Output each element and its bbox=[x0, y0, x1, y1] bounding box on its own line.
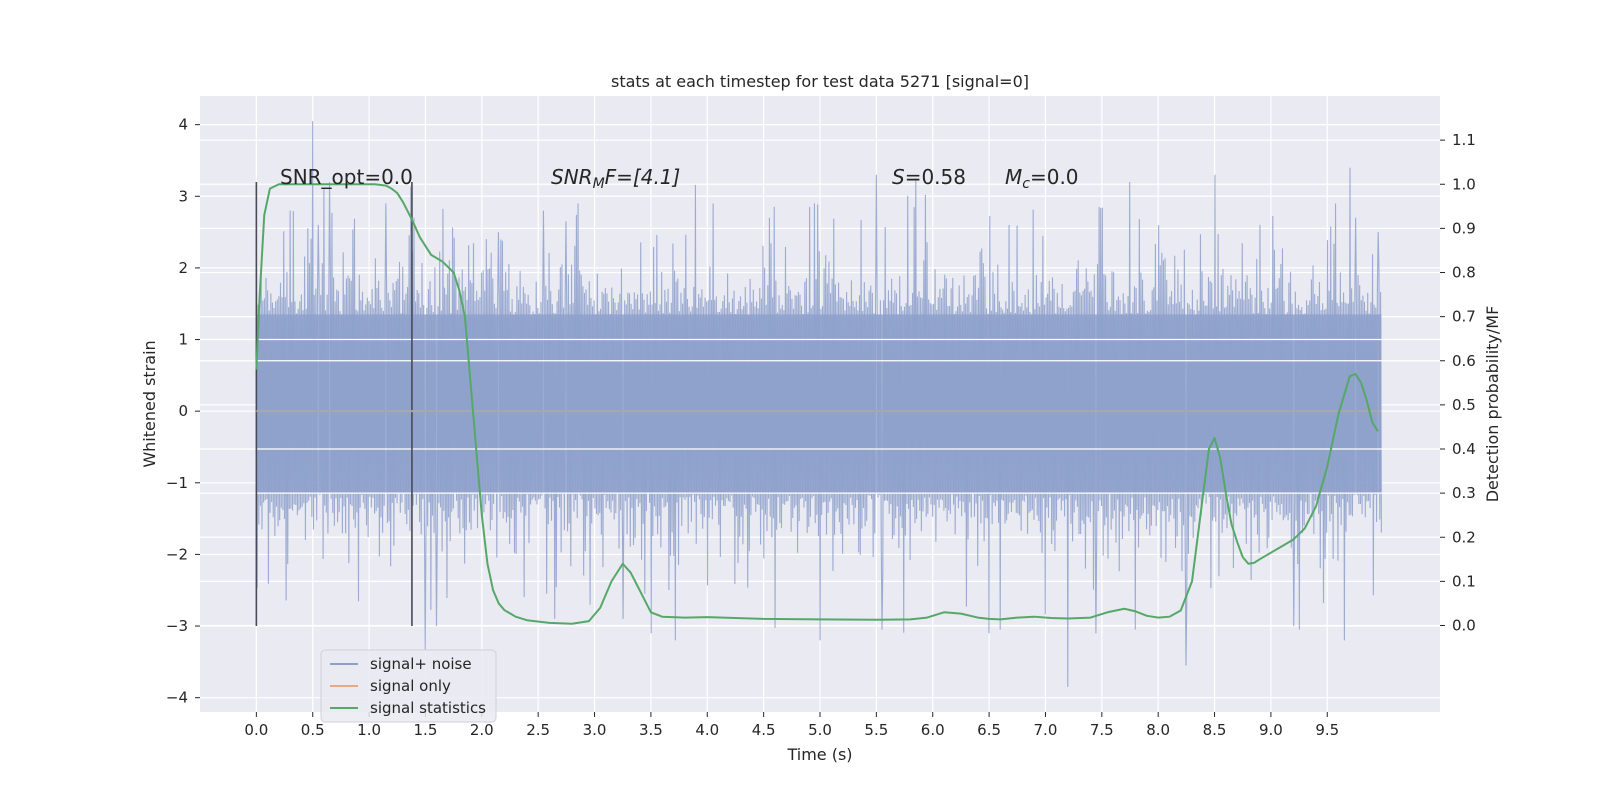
y2-tick-label: 0.3 bbox=[1452, 484, 1476, 502]
x-axis-label: Time (s) bbox=[786, 745, 852, 764]
s-rest: =0.58 bbox=[905, 165, 966, 189]
x-tick-label: 5.0 bbox=[808, 721, 832, 739]
annotation-snr-opt: SNR_opt=0.0 bbox=[280, 165, 413, 189]
x-tick-label: 1.5 bbox=[414, 721, 438, 739]
x-tick-label: 1.0 bbox=[357, 721, 381, 739]
y2-tick-label: 1.1 bbox=[1452, 131, 1476, 149]
y2-axis-label: Detection probability/MF bbox=[1483, 306, 1502, 503]
legend-label-signal-only: signal only bbox=[370, 677, 451, 695]
signal-noise-series bbox=[200, 121, 1440, 687]
y-tick-label: 1 bbox=[178, 331, 188, 349]
x-tick-label: 4.5 bbox=[752, 721, 776, 739]
x-tick-label: 9.5 bbox=[1315, 721, 1339, 739]
signal-statistics-line bbox=[255, 183, 1379, 625]
x-tick-label: 8.5 bbox=[1203, 721, 1227, 739]
x-tick-label: 2.5 bbox=[526, 721, 550, 739]
legend-label-signal-noise: signal+ noise bbox=[370, 655, 472, 673]
annotation-s: S=0.58 bbox=[892, 165, 966, 189]
x-tick-label: 3.0 bbox=[583, 721, 607, 739]
mc-main: M bbox=[1005, 165, 1022, 189]
y2-tick-label: 0.9 bbox=[1452, 219, 1476, 237]
legend-label-signal-statistics: signal statistics bbox=[370, 699, 486, 717]
y-tick-label: −4 bbox=[166, 689, 188, 707]
snr-mf-rest-italic: F=[4.1] bbox=[605, 165, 681, 189]
y2-tick-label: 0.1 bbox=[1452, 572, 1476, 590]
x-tick-label: 6.5 bbox=[977, 721, 1001, 739]
x-tick-label: 5.5 bbox=[864, 721, 888, 739]
x-tick-label: 0.0 bbox=[244, 721, 268, 739]
signal-statistics-series bbox=[255, 183, 1379, 625]
chart-title: stats at each timestep for test data 527… bbox=[611, 72, 1029, 91]
x-tick-label: 9.0 bbox=[1259, 721, 1283, 739]
legend: signal+ noise signal only signal statist… bbox=[320, 649, 497, 723]
x-tick-label: 7.0 bbox=[1034, 721, 1058, 739]
vertical-markers bbox=[255, 181, 413, 627]
snr-mf-sub: M bbox=[593, 176, 605, 192]
x-tick-label: 6.0 bbox=[921, 721, 945, 739]
s-main: S bbox=[892, 165, 905, 189]
y-tick-label: −1 bbox=[166, 474, 188, 492]
y2-tick-label: 0.8 bbox=[1452, 264, 1476, 282]
y2-tick-label: 1.0 bbox=[1452, 175, 1476, 193]
y-tick-label: −2 bbox=[166, 545, 188, 563]
tick-labels: 0.0 0.5 1.0 1.5 2.0 2.5 3.0 3.5 4.0 4.5 5.0 5.5 6.0 6… bbox=[166, 116, 1476, 739]
annotation-snr-mf: SNRMF=[4.1] bbox=[551, 165, 680, 192]
y2-tick-label: 0.0 bbox=[1452, 617, 1476, 635]
y2-tick-label: 0.5 bbox=[1452, 396, 1476, 414]
mc-sub: c bbox=[1022, 176, 1030, 192]
x-tick-label: 3.5 bbox=[639, 721, 663, 739]
x-tick-label: 2.0 bbox=[470, 721, 494, 739]
y-tick-label: 3 bbox=[178, 187, 188, 205]
y2-tick-label: 0.6 bbox=[1452, 352, 1476, 370]
y-axis-label: Whitened strain bbox=[140, 340, 159, 467]
legend-box bbox=[320, 649, 497, 723]
y2-tick-label: 0.2 bbox=[1452, 528, 1476, 546]
annotation-mc: Mc=0.0 bbox=[1005, 165, 1079, 192]
y-tick-label: 4 bbox=[178, 116, 188, 134]
y-tick-label: 2 bbox=[178, 259, 188, 277]
x-tick-label: 4.0 bbox=[695, 721, 719, 739]
snr-mf-main: SNR bbox=[551, 165, 593, 189]
x-tick-label: 0.5 bbox=[301, 721, 325, 739]
y-tick-label: 0 bbox=[178, 402, 188, 420]
mc-rest: =0.0 bbox=[1030, 165, 1079, 189]
y2-tick-label: 0.4 bbox=[1452, 440, 1476, 458]
y2-tick-label: 0.7 bbox=[1452, 308, 1476, 326]
x-tick-label: 8.0 bbox=[1146, 721, 1170, 739]
x-tick-label: 7.5 bbox=[1090, 721, 1114, 739]
y-tick-label: −3 bbox=[166, 617, 188, 635]
signal-noise-band bbox=[256, 314, 1382, 494]
